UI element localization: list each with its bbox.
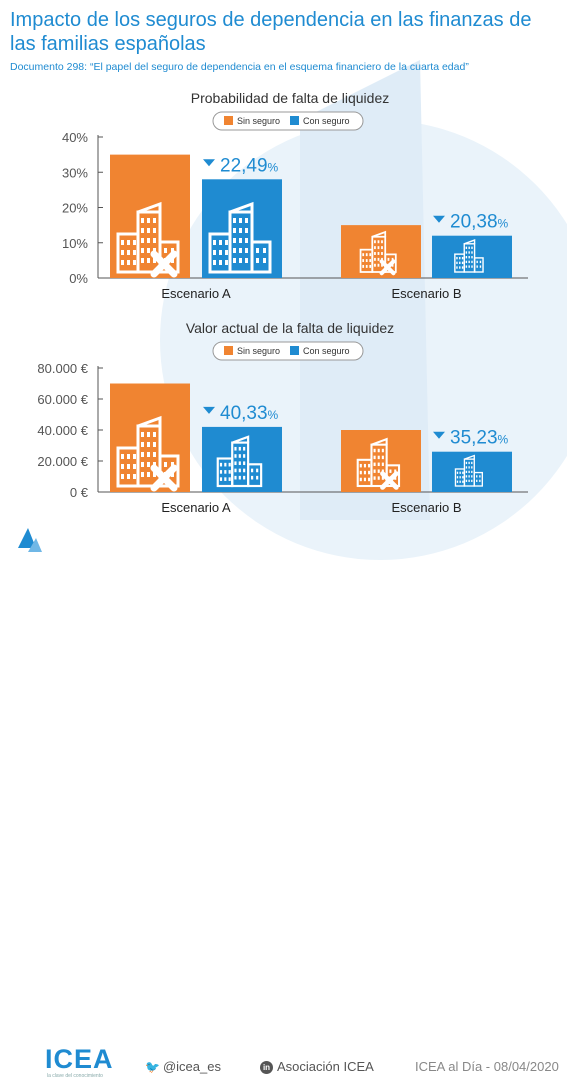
bar-sin-seguro [341, 430, 421, 492]
building-icon [359, 230, 397, 276]
icea-logo[interactable]: ICEA [45, 1044, 114, 1074]
legend-swatch-con [290, 346, 299, 355]
cross-icon [379, 259, 396, 276]
cross-icon [150, 250, 178, 278]
page-title: Impacto de los seguros de dependencia en… [10, 9, 532, 55]
linkedin-icon: in [260, 1061, 273, 1074]
linkedin-link[interactable]: in Asociación ICEA [260, 1059, 374, 1074]
bar-con-seguro [202, 426, 282, 492]
footer: ICEA la clave del conocimiento 🐦 @icea_es… [0, 520, 567, 1079]
building-icon [116, 201, 180, 278]
cross-icon [380, 471, 399, 490]
charts-area: Probabilidad de falta de liquidez Sin seg… [37, 90, 528, 515]
legend-box [212, 111, 364, 131]
y-tick-label: 30% [62, 165, 88, 180]
category-label: Escenario A [161, 500, 231, 515]
legend-label-con: Con seguro [303, 346, 350, 356]
legend-box [212, 341, 364, 361]
legend-label-sin: Sin seguro [237, 346, 280, 356]
down-triangle-icon [433, 215, 445, 223]
y-tick-label: 40.000 € [37, 423, 88, 438]
y-tick-label: 80.000 € [37, 361, 88, 376]
building-icon [454, 239, 484, 273]
building-icon [216, 435, 263, 488]
building-icon [116, 415, 180, 492]
reduction-label: 20,38% [450, 212, 509, 233]
chart-1: Valor actual de la falta de liquidez Sin … [37, 320, 528, 515]
y-tick-label: 60.000 € [37, 392, 88, 407]
chart-title: Valor actual de la falta de liquidez [186, 320, 394, 336]
chart-title: Probabilidad de falta de liquidez [191, 90, 389, 106]
y-tick-label: 20.000 € [37, 454, 88, 469]
twitter-icon: 🐦 [145, 1060, 160, 1074]
watermark-shape [300, 60, 430, 520]
y-tick-label: 0 € [70, 485, 89, 500]
category-label: Escenario A [161, 286, 231, 301]
building-icon [208, 201, 272, 274]
chart-0: Probabilidad de falta de liquidez Sin seg… [62, 90, 528, 301]
reduction-label: 35,23% [450, 428, 509, 449]
y-tick-label: 0% [69, 271, 88, 286]
infographic: Probabilidad de falta de liquidez Sin seg… [18, 60, 567, 560]
y-tick-label: 10% [62, 236, 88, 251]
twitter-link[interactable]: 🐦 @icea_es [145, 1059, 221, 1074]
reduction-label: 22,49% [220, 155, 279, 176]
category-label: Escenario B [391, 500, 461, 515]
footer-date: ICEA al Día - 08/04/2020 [415, 1059, 559, 1074]
legend-swatch-con [290, 116, 299, 125]
logo-tagline: la clave del conocimiento [47, 1073, 103, 1079]
chart-legend: Sin seguro Con seguro [212, 341, 364, 361]
cross-icon [150, 464, 178, 492]
category-label: Escenario B [391, 286, 461, 301]
icea-logo-mark [18, 528, 42, 552]
reduction-label: 40,33% [220, 403, 279, 424]
legend-label-sin: Sin seguro [237, 116, 280, 126]
building-icon [454, 454, 484, 487]
y-tick-label: 40% [62, 130, 88, 145]
linkedin-label: Asociación ICEA [277, 1059, 374, 1074]
y-tick-label: 20% [62, 201, 88, 216]
legend-swatch-sin [224, 116, 233, 125]
down-triangle-icon [203, 406, 215, 414]
building-icon [356, 437, 401, 490]
legend-swatch-sin [224, 346, 233, 355]
legend-label-con: Con seguro [303, 116, 350, 126]
down-triangle-icon [433, 431, 445, 439]
chart-legend: Sin seguro Con seguro [212, 111, 364, 131]
down-triangle-icon [203, 159, 215, 167]
page-subtitle: Documento 298: “El papel del seguro de d… [10, 61, 469, 73]
twitter-handle: @icea_es [162, 1059, 221, 1074]
